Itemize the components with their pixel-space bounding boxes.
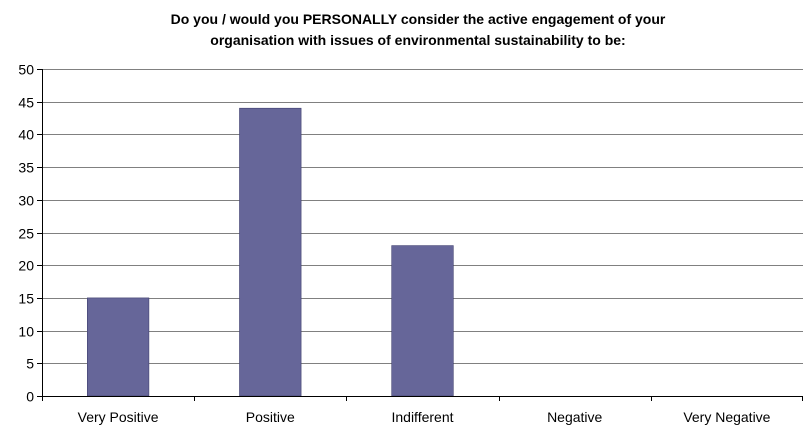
x-category-label: Positive xyxy=(246,409,295,425)
x-category-label: Indifferent xyxy=(391,409,453,425)
y-tick-label: 40 xyxy=(18,127,34,143)
bar-very-positive xyxy=(87,297,150,397)
y-tick-label: 35 xyxy=(18,160,34,176)
chart-title-line-2: organisation with issues of environmenta… xyxy=(210,32,625,48)
y-tick-label: 5 xyxy=(26,356,34,372)
bars xyxy=(87,107,454,397)
x-category-label: Negative xyxy=(547,409,602,425)
y-tick-label: 15 xyxy=(18,291,34,307)
x-category-label: Very Negative xyxy=(683,409,770,425)
bar-positive xyxy=(239,107,302,397)
y-tick-label: 0 xyxy=(26,389,34,405)
gridlines xyxy=(42,69,803,364)
chart-title-line-1: Do you / would you PERSONALLY consider t… xyxy=(171,11,666,27)
y-tick-label: 30 xyxy=(18,193,34,209)
axes xyxy=(37,69,803,401)
x-axis-category-labels: Very Positive Positive Indifferent Negative… xyxy=(78,409,771,425)
y-tick-label: 25 xyxy=(18,226,34,242)
chart-title: Do you / would you PERSONALLY consider t… xyxy=(171,11,666,48)
y-tick-label: 50 xyxy=(18,62,34,78)
y-tick-label: 10 xyxy=(18,324,34,340)
y-tick-label: 20 xyxy=(18,258,34,274)
x-category-label: Very Positive xyxy=(78,409,159,425)
bar-indifferent xyxy=(391,245,454,397)
y-tick-label: 45 xyxy=(18,95,34,111)
y-axis-tick-labels: 0 5 10 15 20 25 30 35 40 45 50 xyxy=(18,62,34,405)
